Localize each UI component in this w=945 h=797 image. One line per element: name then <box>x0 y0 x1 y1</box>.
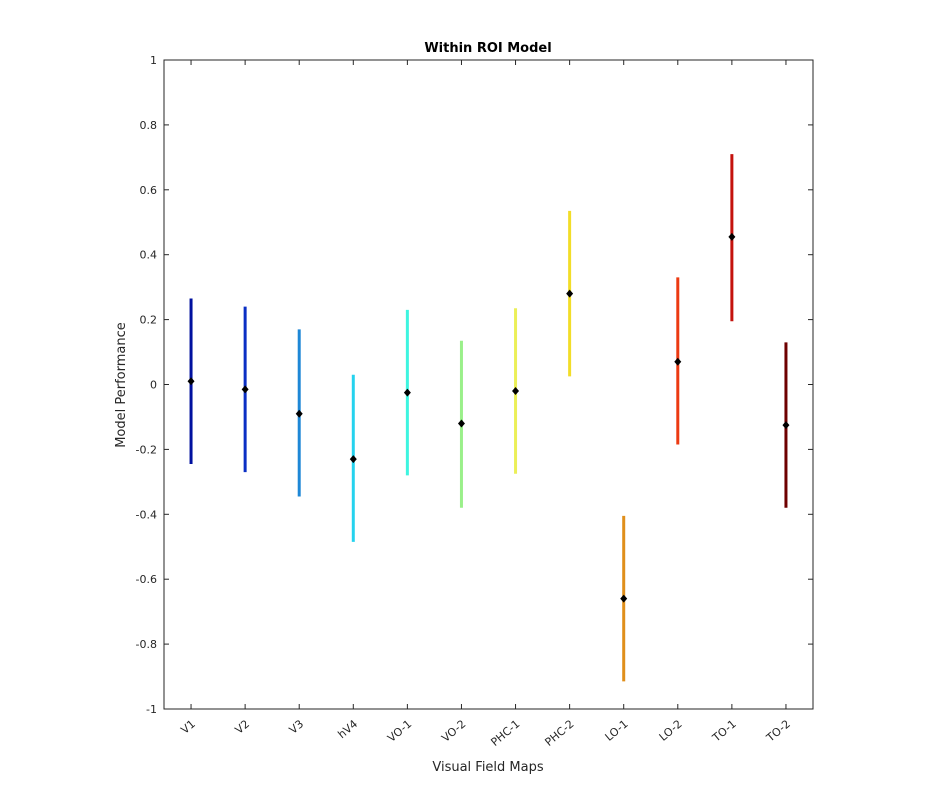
x-tick-label: hV4 <box>335 717 360 741</box>
mean-marker <box>782 421 790 430</box>
x-tick-label: VO-2 <box>439 717 468 744</box>
mean-marker <box>512 386 520 395</box>
chart-title: Within ROI Model <box>424 41 551 56</box>
x-tick-label: TO-2 <box>763 717 793 745</box>
y-axis-ticks: -1 -0.8 -0.6 -0.4 -0.2 0 0.2 0.4 0.6 0.8 1 <box>136 54 813 716</box>
y-tick-label: -0.6 <box>136 573 157 586</box>
y-tick-label: 0.4 <box>140 249 158 262</box>
x-tick-label: V3 <box>287 717 306 736</box>
y-tick-label: -1 <box>146 703 157 716</box>
x-axis-label: Visual Field Maps <box>432 760 544 775</box>
x-tick-label: LO-2 <box>657 717 685 743</box>
mean-marker <box>566 289 574 298</box>
y-tick-label: -0.2 <box>136 443 157 456</box>
x-tick-label: PHC-2 <box>542 717 576 749</box>
y-tick-label: 1 <box>150 54 157 67</box>
x-tick-label: V1 <box>178 717 197 736</box>
y-tick-label: 0 <box>150 379 157 392</box>
y-axis-label: Model Performance <box>114 322 129 448</box>
y-tick-label: 0.6 <box>140 184 158 197</box>
plot-area <box>163 59 814 710</box>
mean-marker <box>241 385 249 394</box>
mean-marker <box>187 377 195 386</box>
y-tick-label: -0.8 <box>136 638 157 651</box>
mean-marker <box>295 409 303 418</box>
x-tick-label: V2 <box>233 717 252 736</box>
mean-marker <box>620 594 628 603</box>
mean-marker <box>457 419 465 428</box>
y-tick-label: 0.8 <box>140 119 158 132</box>
y-tick-label: -0.4 <box>136 508 157 521</box>
x-tick-label: VO-1 <box>385 717 414 744</box>
x-tick-label: TO-1 <box>709 717 739 745</box>
error-bars <box>187 154 790 682</box>
y-tick-label: 0.2 <box>140 314 158 327</box>
mean-marker <box>403 388 411 397</box>
x-tick-label: PHC-1 <box>488 717 522 749</box>
mean-marker <box>349 455 357 464</box>
x-tick-label: LO-1 <box>603 717 631 743</box>
mean-marker <box>674 357 682 366</box>
mean-marker <box>728 232 736 241</box>
